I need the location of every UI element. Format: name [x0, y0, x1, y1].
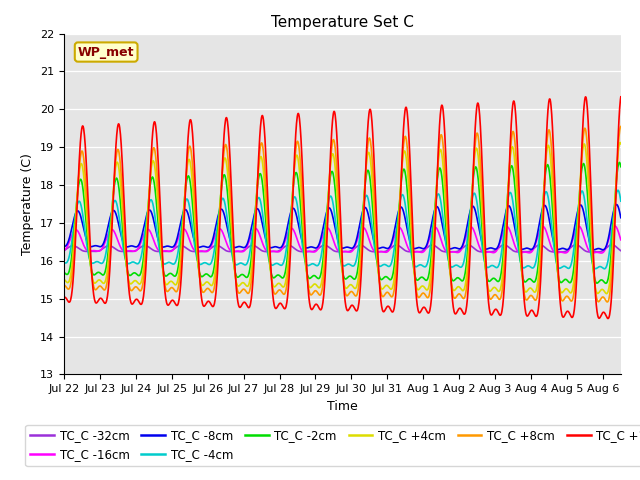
TC_C -2cm: [60, 269, 68, 275]
Line: TC_C -2cm: TC_C -2cm: [64, 162, 621, 283]
TC_C -16cm: [318, 236, 326, 241]
TC_C -4cm: [377, 264, 385, 269]
Line: TC_C -4cm: TC_C -4cm: [64, 190, 621, 269]
TC_C -32cm: [608, 242, 616, 248]
TC_C -2cm: [296, 199, 304, 204]
TC_C +12cm: [604, 316, 612, 322]
Title: Temperature Set C: Temperature Set C: [271, 15, 414, 30]
TC_C -8cm: [599, 247, 607, 252]
TC_C -2cm: [616, 159, 623, 165]
Text: WP_met: WP_met: [78, 46, 134, 59]
TC_C -8cm: [103, 228, 111, 234]
TC_C -8cm: [296, 230, 304, 236]
TC_C -16cm: [617, 237, 625, 243]
TC_C -32cm: [617, 248, 625, 253]
TC_C -8cm: [612, 202, 620, 207]
TC_C +4cm: [296, 178, 304, 184]
TC_C +4cm: [126, 280, 134, 286]
TC_C -4cm: [103, 243, 111, 249]
TC_C -16cm: [296, 245, 304, 251]
TC_C -32cm: [126, 249, 134, 254]
TC_C -8cm: [617, 215, 625, 221]
TC_C -16cm: [597, 250, 605, 256]
TC_C -32cm: [595, 249, 602, 255]
TC_C +12cm: [126, 294, 134, 300]
TC_C -16cm: [126, 248, 134, 253]
TC_C -2cm: [308, 274, 316, 280]
Y-axis label: Temperature (C): Temperature (C): [22, 153, 35, 255]
TC_C +12cm: [318, 305, 326, 311]
TC_C -4cm: [60, 260, 68, 265]
TC_C -4cm: [600, 266, 608, 272]
TC_C -16cm: [308, 249, 316, 254]
TC_C -2cm: [602, 280, 610, 286]
TC_C -4cm: [614, 187, 621, 193]
X-axis label: Time: Time: [327, 400, 358, 413]
TC_C +8cm: [103, 279, 111, 285]
TC_C -16cm: [103, 234, 111, 240]
TC_C +4cm: [103, 269, 111, 275]
TC_C -4cm: [296, 225, 304, 231]
TC_C +4cm: [308, 284, 316, 289]
Line: TC_C +8cm: TC_C +8cm: [64, 127, 621, 302]
TC_C -4cm: [126, 261, 134, 266]
TC_C +12cm: [103, 296, 111, 301]
TC_C +8cm: [308, 292, 316, 298]
TC_C -2cm: [103, 258, 111, 264]
TC_C -8cm: [308, 244, 316, 250]
TC_C +12cm: [308, 307, 316, 312]
TC_C -32cm: [377, 249, 385, 254]
TC_C +8cm: [318, 288, 326, 294]
TC_C -2cm: [377, 276, 385, 282]
TC_C -8cm: [377, 245, 385, 251]
TC_C -4cm: [308, 261, 316, 267]
Line: TC_C -8cm: TC_C -8cm: [64, 204, 621, 250]
TC_C -32cm: [103, 243, 111, 249]
TC_C -16cm: [60, 248, 68, 253]
TC_C +4cm: [603, 291, 611, 297]
Line: TC_C -16cm: TC_C -16cm: [64, 226, 621, 253]
Line: TC_C -32cm: TC_C -32cm: [64, 245, 621, 252]
TC_C -8cm: [318, 231, 326, 237]
Line: TC_C +12cm: TC_C +12cm: [64, 97, 621, 319]
TC_C +12cm: [296, 124, 304, 130]
TC_C -16cm: [611, 223, 619, 229]
TC_C -4cm: [318, 250, 326, 255]
TC_C -2cm: [126, 273, 134, 278]
TC_C +12cm: [617, 94, 625, 100]
TC_C +8cm: [377, 289, 385, 295]
TC_C +12cm: [377, 298, 385, 303]
TC_C +4cm: [617, 141, 625, 147]
TC_C -16cm: [377, 249, 385, 254]
TC_C -2cm: [617, 164, 625, 169]
Legend: TC_C -32cm, TC_C -16cm, TC_C -8cm, TC_C -4cm, TC_C -2cm, TC_C +4cm, TC_C +8cm, T: TC_C -32cm, TC_C -16cm, TC_C -8cm, TC_C …: [26, 425, 640, 466]
TC_C +12cm: [60, 295, 68, 300]
TC_C -4cm: [617, 198, 625, 204]
TC_C +8cm: [296, 158, 304, 164]
TC_C +4cm: [60, 276, 68, 282]
TC_C +8cm: [604, 299, 611, 305]
TC_C +4cm: [616, 140, 624, 145]
TC_C -8cm: [60, 244, 68, 250]
TC_C -32cm: [296, 249, 304, 254]
TC_C +8cm: [617, 124, 625, 130]
TC_C +4cm: [318, 278, 326, 284]
TC_C -8cm: [126, 243, 134, 249]
TC_C -2cm: [318, 266, 326, 272]
TC_C +8cm: [60, 282, 68, 288]
Line: TC_C +4cm: TC_C +4cm: [64, 143, 621, 294]
TC_C -32cm: [318, 243, 326, 249]
TC_C -32cm: [60, 248, 68, 253]
TC_C +8cm: [126, 285, 134, 291]
TC_C -32cm: [308, 249, 316, 254]
TC_C +4cm: [377, 285, 385, 290]
